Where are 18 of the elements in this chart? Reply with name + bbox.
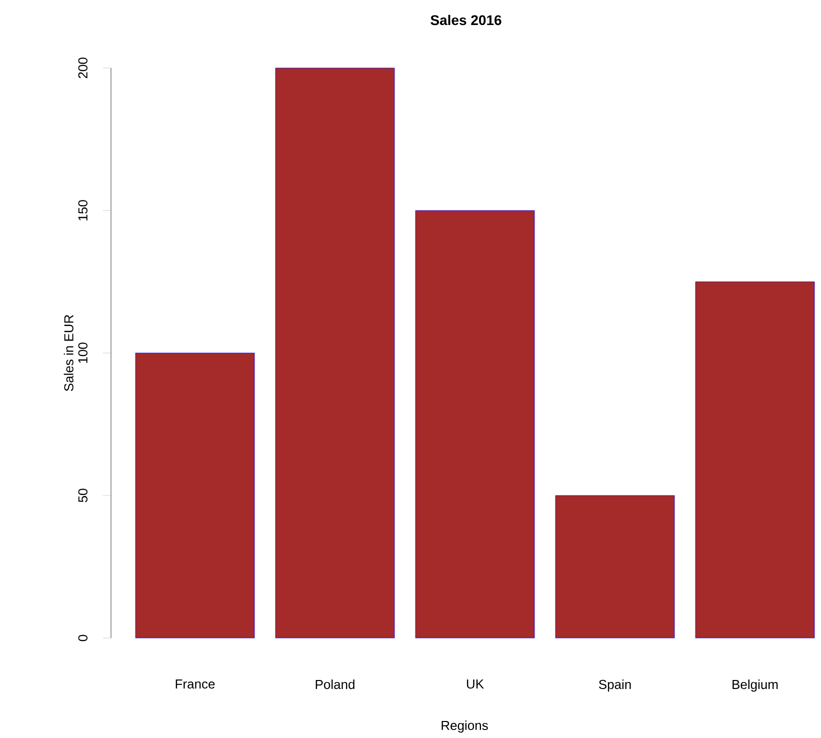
y-tick-label: 0 [78, 634, 88, 642]
x-tick-label: France [176, 680, 215, 689]
bar [275, 68, 395, 638]
bar [135, 352, 255, 638]
x-tick-label: UK [466, 680, 484, 689]
chart-title: Sales 2016 [430, 14, 502, 26]
x-tick-label: Belgium [732, 680, 778, 692]
bar [555, 495, 675, 638]
y-tick-label: 150 [78, 200, 88, 220]
bar [415, 210, 535, 638]
bar [695, 282, 815, 638]
y-tick-label: 100 [78, 342, 88, 363]
x-axis-title: Regions [442, 720, 488, 733]
x-tick-label: Poland [316, 680, 354, 690]
x-tick-label: Spain [598, 680, 631, 692]
y-tick-label: 50 [78, 488, 88, 502]
y-axis-title: Sales in EUR [64, 314, 74, 392]
y-tick-label: 200 [78, 58, 88, 78]
